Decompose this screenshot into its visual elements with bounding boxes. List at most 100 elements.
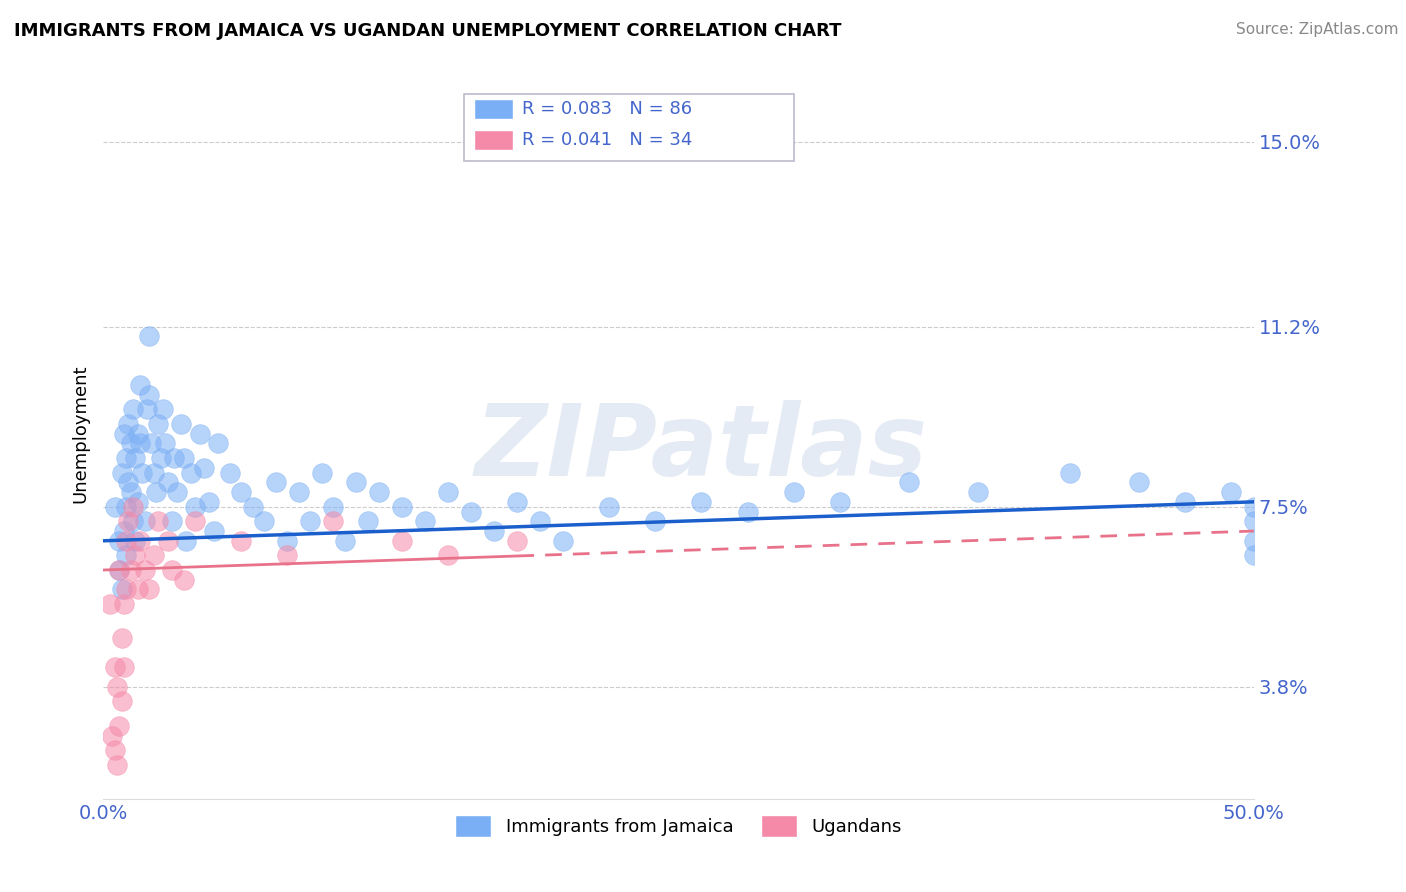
- Point: [391, 500, 413, 514]
- Point: [218, 466, 240, 480]
- Point: [1174, 495, 1197, 509]
- Point: [142, 549, 165, 563]
- Point: [484, 524, 506, 538]
- Point: [184, 500, 207, 514]
- Point: [188, 426, 211, 441]
- Point: [129, 533, 152, 548]
- Point: [322, 500, 344, 514]
- Text: R = 0.083   N = 86: R = 0.083 N = 86: [522, 100, 692, 118]
- Point: [108, 563, 131, 577]
- Point: [135, 402, 157, 417]
- Point: [138, 582, 160, 597]
- Point: [115, 549, 138, 563]
- Point: [173, 450, 195, 465]
- Point: [170, 417, 193, 431]
- Point: [368, 485, 391, 500]
- Point: [344, 475, 367, 490]
- Point: [124, 549, 146, 563]
- Point: [506, 533, 529, 548]
- Point: [690, 495, 713, 509]
- Point: [897, 475, 920, 490]
- Point: [122, 514, 145, 528]
- Point: [966, 485, 988, 500]
- Point: [141, 436, 163, 450]
- Point: [231, 533, 253, 548]
- Point: [145, 485, 167, 500]
- Point: [276, 533, 298, 548]
- Point: [198, 495, 221, 509]
- Point: [149, 450, 172, 465]
- Point: [598, 500, 620, 514]
- Point: [127, 495, 149, 509]
- Point: [120, 485, 142, 500]
- Point: [112, 524, 135, 538]
- Point: [160, 563, 183, 577]
- Point: [101, 729, 124, 743]
- Point: [152, 402, 174, 417]
- Point: [124, 450, 146, 465]
- Point: [242, 500, 264, 514]
- Point: [163, 450, 186, 465]
- Point: [110, 694, 132, 708]
- Point: [156, 475, 179, 490]
- Point: [124, 533, 146, 548]
- Point: [110, 631, 132, 645]
- Point: [148, 514, 170, 528]
- Point: [193, 460, 215, 475]
- Point: [115, 533, 138, 548]
- Point: [264, 475, 287, 490]
- Point: [1243, 514, 1265, 528]
- Point: [415, 514, 437, 528]
- Point: [553, 533, 575, 548]
- Point: [104, 743, 127, 757]
- Point: [333, 533, 356, 548]
- Point: [311, 466, 333, 480]
- Point: [174, 533, 197, 548]
- Point: [134, 514, 156, 528]
- Point: [142, 466, 165, 480]
- Point: [828, 495, 851, 509]
- Point: [129, 436, 152, 450]
- Point: [112, 660, 135, 674]
- Point: [202, 524, 225, 538]
- Point: [104, 660, 127, 674]
- Point: [105, 680, 128, 694]
- Point: [207, 436, 229, 450]
- Point: [184, 514, 207, 528]
- Point: [122, 500, 145, 514]
- Point: [391, 533, 413, 548]
- Point: [110, 466, 132, 480]
- Point: [299, 514, 322, 528]
- Point: [276, 549, 298, 563]
- Point: [115, 582, 138, 597]
- Point: [437, 549, 460, 563]
- Point: [287, 485, 309, 500]
- Point: [231, 485, 253, 500]
- Point: [166, 485, 188, 500]
- Point: [1219, 485, 1241, 500]
- Point: [1243, 533, 1265, 548]
- Point: [105, 757, 128, 772]
- Point: [782, 485, 804, 500]
- Point: [155, 436, 177, 450]
- Point: [117, 417, 139, 431]
- Point: [138, 329, 160, 343]
- Point: [1128, 475, 1150, 490]
- Point: [117, 475, 139, 490]
- Point: [108, 533, 131, 548]
- Point: [120, 563, 142, 577]
- Point: [115, 450, 138, 465]
- Point: [160, 514, 183, 528]
- Point: [644, 514, 666, 528]
- Point: [180, 466, 202, 480]
- Point: [134, 563, 156, 577]
- Point: [737, 505, 759, 519]
- Point: [173, 573, 195, 587]
- Point: [112, 597, 135, 611]
- Point: [138, 388, 160, 402]
- Point: [117, 514, 139, 528]
- Point: [104, 500, 127, 514]
- Point: [98, 597, 121, 611]
- Point: [108, 719, 131, 733]
- Point: [129, 378, 152, 392]
